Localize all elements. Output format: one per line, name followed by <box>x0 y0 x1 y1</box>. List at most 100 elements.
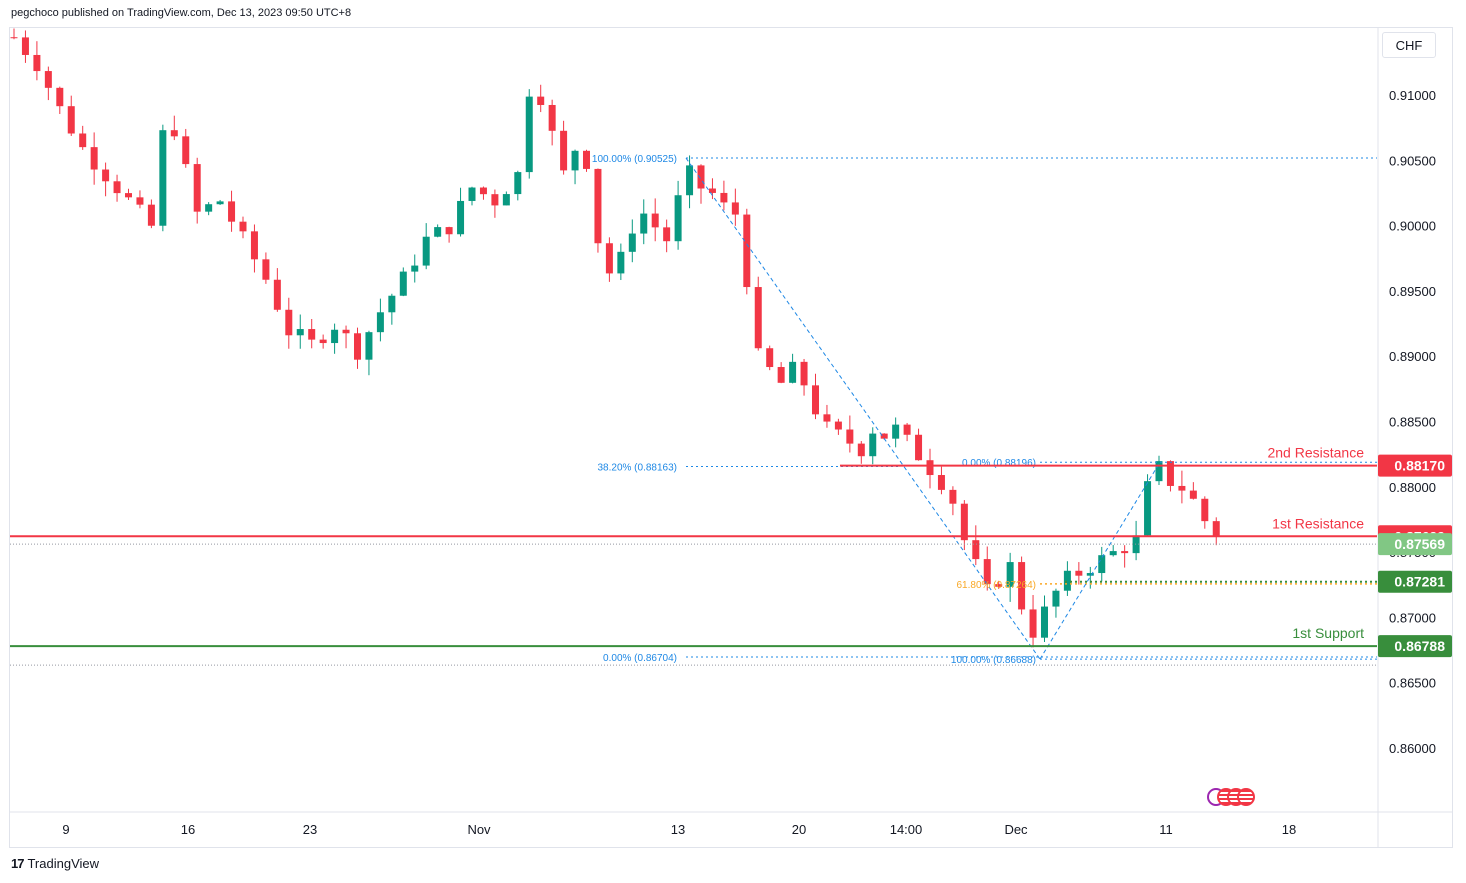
candle-body[interactable] <box>342 329 350 334</box>
candle-body[interactable] <box>491 194 499 206</box>
candle-body[interactable] <box>1052 590 1060 607</box>
candle-body[interactable] <box>651 213 659 228</box>
candle-body[interactable] <box>182 136 190 165</box>
us-flag-icon[interactable] <box>1237 788 1255 806</box>
candle-body[interactable] <box>102 169 110 182</box>
candle-body[interactable] <box>113 181 121 194</box>
candle-body[interactable] <box>445 227 453 235</box>
price-badge[interactable] <box>1378 533 1452 556</box>
candle-body[interactable] <box>548 104 556 131</box>
candle-body[interactable] <box>1075 570 1083 576</box>
candle-body[interactable] <box>640 213 648 234</box>
currency-label[interactable]: CHF <box>1382 32 1436 58</box>
candle-body[interactable] <box>1178 485 1186 491</box>
candle-body[interactable] <box>56 87 64 107</box>
candle-body[interactable] <box>434 227 442 237</box>
candle-body[interactable] <box>273 279 281 310</box>
candle-body[interactable] <box>331 329 339 344</box>
candle-body[interactable] <box>571 150 579 171</box>
candle-body[interactable] <box>285 309 293 336</box>
candle-body[interactable] <box>926 460 934 476</box>
candle-body[interactable] <box>228 201 236 222</box>
candle-body[interactable] <box>205 204 213 212</box>
candle-body[interactable] <box>262 259 270 280</box>
candle-body[interactable] <box>605 243 613 274</box>
candle-body[interactable] <box>170 130 178 137</box>
candle-body[interactable] <box>846 429 854 444</box>
candle-body[interactable] <box>663 227 671 242</box>
candle-body[interactable] <box>960 503 968 541</box>
candle-body[interactable] <box>777 367 785 383</box>
candle-body[interactable] <box>21 37 29 55</box>
candle-body[interactable] <box>1029 609 1037 638</box>
candle-body[interactable] <box>880 433 888 439</box>
candle-body[interactable] <box>628 233 636 252</box>
candle-body[interactable] <box>411 265 419 272</box>
candle-body[interactable] <box>560 130 568 171</box>
candle-body[interactable] <box>33 54 41 72</box>
candle-body[interactable] <box>789 361 797 383</box>
candle-body[interactable] <box>937 475 945 490</box>
candle-body[interactable] <box>365 332 373 360</box>
candle-body[interactable] <box>319 339 327 344</box>
candle-body[interactable] <box>583 150 590 169</box>
candle-body[interactable] <box>731 202 739 215</box>
candle-body[interactable] <box>972 540 980 560</box>
candle-body[interactable] <box>147 204 155 226</box>
candle-body[interactable] <box>674 195 682 242</box>
candle-body[interactable] <box>422 236 430 266</box>
candle-body[interactable] <box>354 333 361 360</box>
price-badge[interactable] <box>1378 635 1452 658</box>
candle-body[interactable] <box>216 201 224 205</box>
candle-body[interactable] <box>90 147 98 170</box>
candle-body[interactable] <box>537 96 545 105</box>
price-badge[interactable] <box>1378 570 1452 593</box>
candle-body[interactable] <box>1063 570 1071 591</box>
candle-body[interactable] <box>468 187 476 201</box>
candle-body[interactable] <box>1121 551 1129 554</box>
candle-body[interactable] <box>159 130 167 226</box>
candle-body[interactable] <box>525 96 533 173</box>
candle-body[interactable] <box>617 251 625 274</box>
candle-body[interactable] <box>10 37 18 39</box>
candle-body[interactable] <box>193 164 201 212</box>
candle-body[interactable] <box>892 424 900 439</box>
candle-body[interactable] <box>296 329 304 336</box>
candle-body[interactable] <box>67 106 75 134</box>
candle-body[interactable] <box>1132 535 1140 554</box>
candle-body[interactable] <box>1109 551 1117 556</box>
candle-body[interactable] <box>743 214 751 288</box>
candle-body[interactable] <box>983 559 991 585</box>
candle-body[interactable] <box>1006 562 1014 587</box>
candle-body[interactable] <box>1144 481 1152 536</box>
candle-body[interactable] <box>720 192 728 203</box>
candle-body[interactable] <box>857 443 865 457</box>
candle-body[interactable] <box>1166 461 1174 486</box>
candle-body[interactable] <box>697 165 705 189</box>
candle-body[interactable] <box>308 329 316 340</box>
candle-body[interactable] <box>44 71 52 88</box>
tradingview-logo[interactable]: 17 TradingView <box>11 856 99 871</box>
candle-body[interactable] <box>1201 498 1209 522</box>
candle-body[interactable] <box>1041 606 1048 638</box>
candle-body[interactable] <box>1018 562 1026 610</box>
candle-body[interactable] <box>708 188 716 193</box>
candle-body[interactable] <box>754 287 762 349</box>
candle-body[interactable] <box>594 168 602 244</box>
candle-body[interactable] <box>834 421 842 430</box>
candle-body[interactable] <box>949 489 957 504</box>
candle-body[interactable] <box>1212 521 1220 538</box>
candle-body[interactable] <box>388 295 396 313</box>
economic-events-icons[interactable] <box>1207 788 1255 806</box>
candle-body[interactable] <box>376 312 384 333</box>
candle-body[interactable] <box>1098 555 1106 574</box>
candle-body[interactable] <box>1086 573 1094 576</box>
candle-body[interactable] <box>239 221 247 232</box>
candle-body[interactable] <box>502 194 510 206</box>
price-badge[interactable] <box>1378 454 1452 477</box>
candle-body[interactable] <box>79 133 87 148</box>
candle-body[interactable] <box>686 165 694 196</box>
candle-body[interactable] <box>903 424 911 435</box>
candle-body[interactable] <box>136 197 144 205</box>
